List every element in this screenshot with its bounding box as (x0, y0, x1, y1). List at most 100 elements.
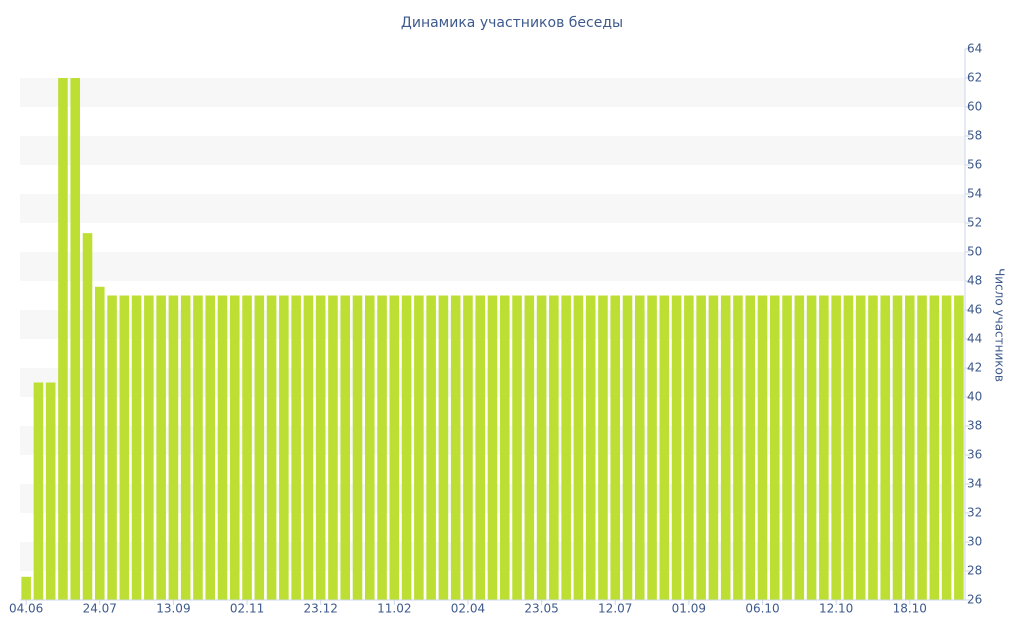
bar (819, 295, 829, 600)
bar (364, 295, 375, 600)
bar (352, 295, 363, 600)
bar (401, 295, 412, 600)
y-tick-label: 46 (967, 303, 982, 317)
bar (463, 295, 473, 600)
bar (782, 295, 792, 600)
bar (180, 295, 191, 600)
bar (512, 295, 522, 600)
bar (536, 295, 547, 600)
bar (414, 295, 424, 600)
bar (757, 295, 768, 600)
bar (242, 295, 252, 600)
bar (843, 295, 854, 600)
bar (254, 295, 265, 600)
bar (929, 295, 940, 600)
y-tick-label: 58 (967, 129, 982, 143)
bar (487, 295, 498, 600)
grid-band (20, 136, 965, 165)
bar (684, 295, 694, 600)
bar (647, 295, 657, 600)
bar (377, 295, 387, 600)
x-tick-label: 24.07 (83, 602, 117, 616)
y-tick-label: 50 (967, 245, 982, 259)
x-tick-label: 01.09 (672, 602, 706, 616)
bar (291, 295, 301, 600)
y-tick-label: 54 (967, 187, 982, 201)
y-tick-label: 42 (967, 361, 982, 375)
bar (892, 295, 903, 600)
y-tick-label: 26 (967, 593, 982, 607)
bar (21, 576, 31, 600)
x-tick-label: 04.06 (9, 602, 43, 616)
y-tick-label: 30 (967, 535, 982, 549)
y-tick-label: 36 (967, 448, 982, 462)
bar (33, 382, 44, 600)
y-tick-label: 38 (967, 419, 982, 433)
bar (941, 295, 952, 600)
y-tick-label: 48 (967, 274, 982, 288)
bar (475, 295, 486, 600)
bar (708, 295, 719, 600)
bar (659, 295, 670, 600)
bar (904, 295, 915, 600)
bar (107, 295, 117, 600)
bar (622, 295, 633, 600)
y-tick-label: 52 (967, 216, 982, 230)
bar (806, 295, 817, 600)
y-tick-label: 62 (967, 71, 982, 85)
x-tick-label: 11.02 (377, 602, 411, 616)
x-tick-label: 23.05 (524, 602, 558, 616)
bar (499, 295, 510, 600)
bar (917, 295, 927, 600)
x-tick-label: 02.11 (230, 602, 264, 616)
bar (229, 295, 240, 600)
bar (745, 295, 756, 600)
bar (193, 295, 203, 600)
bar (315, 295, 326, 600)
x-tick-label: 23.12 (304, 602, 338, 616)
bar (70, 78, 81, 600)
x-tick-label: 12.07 (598, 602, 632, 616)
y-tick-label: 28 (967, 564, 982, 578)
bar (266, 295, 277, 600)
grid-band (20, 194, 965, 223)
bar (205, 295, 216, 600)
bar (696, 295, 706, 600)
bar (954, 295, 964, 600)
bar (144, 295, 154, 600)
bar (119, 295, 130, 600)
bar (328, 295, 338, 600)
bar (610, 295, 621, 600)
y-tick-label: 32 (967, 506, 982, 520)
bar (217, 295, 228, 600)
bar (598, 295, 608, 600)
bar (671, 295, 682, 600)
bar (450, 295, 461, 600)
bar (585, 295, 596, 600)
bar (855, 295, 866, 600)
x-tick-label: 06.10 (745, 602, 779, 616)
bar (82, 233, 93, 600)
grid-band (20, 252, 965, 281)
y-tick-label: 40 (967, 390, 982, 404)
bar (868, 295, 878, 600)
bar (573, 295, 584, 600)
x-tick-label: 18.10 (893, 602, 927, 616)
bar (769, 295, 780, 600)
bar (634, 295, 645, 600)
bar (156, 295, 166, 600)
bar (549, 295, 559, 600)
bar (733, 295, 743, 600)
chart-title: Динамика участников беседы (401, 15, 623, 31)
bar (524, 295, 535, 600)
bar (168, 295, 179, 600)
y-axis-label: Число участников (993, 268, 1007, 382)
bar (426, 295, 436, 600)
bar (94, 286, 105, 600)
y-tick-label: 44 (967, 332, 982, 346)
x-tick-label: 02.04 (451, 602, 485, 616)
x-tick-label: 12.10 (819, 602, 853, 616)
bar (340, 295, 351, 600)
y-tick-label: 34 (967, 477, 982, 491)
